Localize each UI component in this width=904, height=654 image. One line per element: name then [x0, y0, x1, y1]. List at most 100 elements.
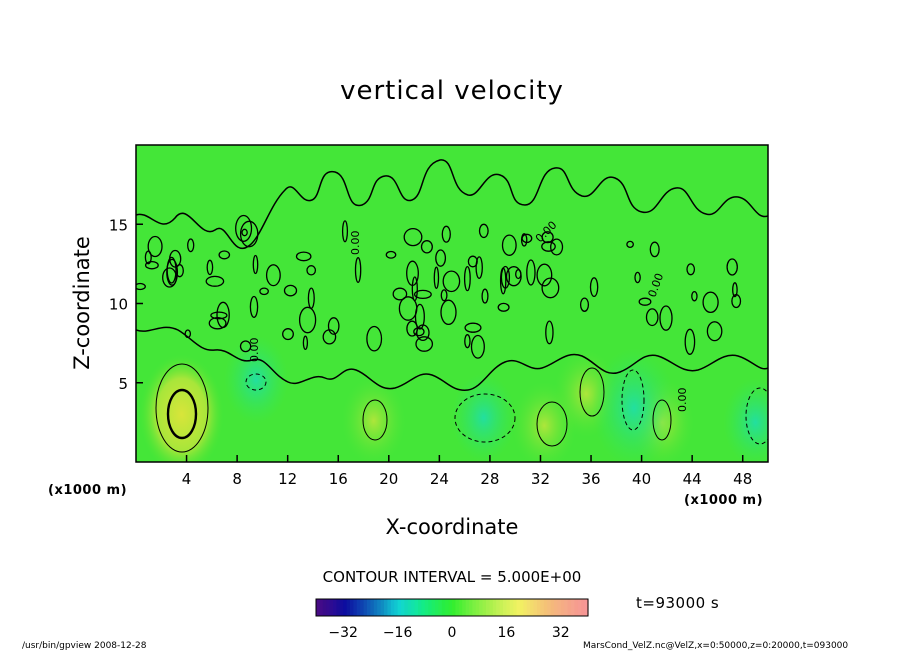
colorbar-cell — [489, 599, 494, 616]
colorbar-cell — [339, 599, 344, 616]
colorbar-cell — [540, 599, 545, 616]
y-axis: 5 10 15 — [109, 216, 143, 393]
colorbar-cell — [458, 599, 463, 616]
contour-cell — [550, 238, 564, 256]
contour-cell — [398, 296, 418, 321]
colorbar-tick-label: 0 — [448, 625, 457, 641]
contour-interval-label: CONTOUR INTERVAL = 5.000E+00 — [322, 568, 582, 586]
colorbar-cell — [336, 599, 341, 616]
colorbar-cell — [350, 599, 354, 616]
colorbar-cell — [424, 599, 429, 616]
contour-cell — [659, 305, 673, 331]
field-downdraft — [451, 373, 516, 462]
colorbar-cell — [567, 599, 572, 616]
contour-cell — [205, 275, 225, 287]
colorbar-cell — [462, 599, 467, 616]
contour-cell — [413, 289, 432, 300]
contour-downdraft-28k — [454, 393, 516, 443]
colorbar-cell — [472, 599, 477, 616]
contour-cell — [464, 322, 482, 333]
colorbar-cell — [441, 599, 446, 616]
colorbar-cell — [343, 599, 348, 616]
colorbar-tick-label: 16 — [497, 625, 515, 641]
x-axis: 4 8 12 16 20 24 28 32 36 40 44 48 — [182, 455, 752, 488]
colorbar-cell — [353, 599, 358, 616]
contour-cell — [579, 297, 590, 312]
contour-zero-upper — [136, 159, 768, 249]
x-unit-label-right: (x1000 m) — [684, 493, 764, 508]
colorbar-cell — [346, 599, 351, 616]
colorbar-cell — [435, 599, 439, 616]
colorbar-cell — [418, 599, 422, 616]
x-tick-label: 20 — [379, 470, 398, 488]
contour-updraft-outer — [155, 363, 209, 453]
contour-cell — [638, 297, 652, 306]
colorbar-cell — [387, 599, 392, 616]
x-tick-label: 12 — [278, 470, 297, 488]
contour-cell — [686, 263, 696, 276]
colorbar-cell — [333, 599, 337, 616]
contour-downdraft-39k — [621, 369, 645, 431]
contour-cell — [463, 265, 471, 292]
contour-cell — [366, 325, 383, 352]
contour-cell — [241, 228, 248, 237]
colorbar-cell — [577, 599, 582, 616]
colorbar-cell — [316, 599, 320, 616]
contour-cell — [144, 260, 159, 270]
contour-cell — [420, 240, 433, 254]
contour-cell — [626, 240, 634, 249]
colorbar-cell — [486, 599, 490, 616]
colorbar-cell — [455, 599, 460, 616]
contour-cell — [589, 277, 599, 298]
contour-cell — [440, 299, 457, 326]
contour-cell — [162, 267, 177, 288]
colorbar-cell — [584, 599, 589, 616]
contour-cell — [327, 317, 340, 335]
contour-cell — [706, 321, 723, 342]
x-tick-label: 4 — [182, 470, 192, 488]
colorbar-cell — [319, 599, 324, 616]
contour-cell — [252, 254, 259, 275]
contour-cell — [435, 249, 447, 267]
contour-cell — [470, 334, 485, 359]
contour-cell — [478, 223, 489, 239]
contour-cell — [302, 335, 309, 351]
contour-cell — [218, 250, 231, 260]
contour-cell — [467, 255, 478, 268]
contour-cell — [265, 264, 281, 287]
contour-cell — [354, 257, 362, 283]
footer-source: MarsCond_VelZ.nc@VelZ,x=0:50000,z=0:2000… — [583, 641, 849, 651]
contour-label: 0.00 — [248, 338, 261, 363]
colorbar-cell — [431, 599, 436, 616]
contour-cell — [415, 336, 434, 352]
colorbar-cell — [401, 599, 405, 616]
contour-cell — [645, 308, 659, 327]
contour-cell-32k — [536, 401, 568, 447]
contour-cell — [206, 259, 214, 276]
contour-cell — [475, 256, 483, 279]
colorbar-cell — [533, 599, 538, 616]
contour-cell — [497, 302, 510, 312]
contour-cell — [440, 289, 448, 302]
x-tick-label: 36 — [581, 470, 600, 488]
colorbar-cell — [394, 599, 399, 616]
colorbar-cell — [557, 599, 562, 616]
colorbar-tick-label: 32 — [552, 625, 570, 641]
colorbar-tick-label: −32 — [328, 625, 358, 641]
contour-cell — [341, 220, 349, 243]
contour-cell — [433, 266, 440, 290]
contour-cell — [184, 329, 192, 339]
y-tick-label: 10 — [109, 296, 128, 314]
colorbar-cell — [560, 599, 565, 616]
x-tick-label: 40 — [632, 470, 651, 488]
contour-cell — [210, 311, 228, 320]
colorbar-cell — [384, 599, 388, 616]
colorbar-cell — [543, 599, 548, 616]
contour-cell — [282, 328, 294, 341]
contour-cell — [442, 270, 461, 293]
colorbar-cell — [367, 599, 371, 616]
y-tick-label: 15 — [109, 216, 128, 234]
colorbar-cell — [448, 599, 453, 616]
colorbar-tick-label: −16 — [383, 625, 413, 641]
y-tick-label: 5 — [118, 375, 128, 393]
